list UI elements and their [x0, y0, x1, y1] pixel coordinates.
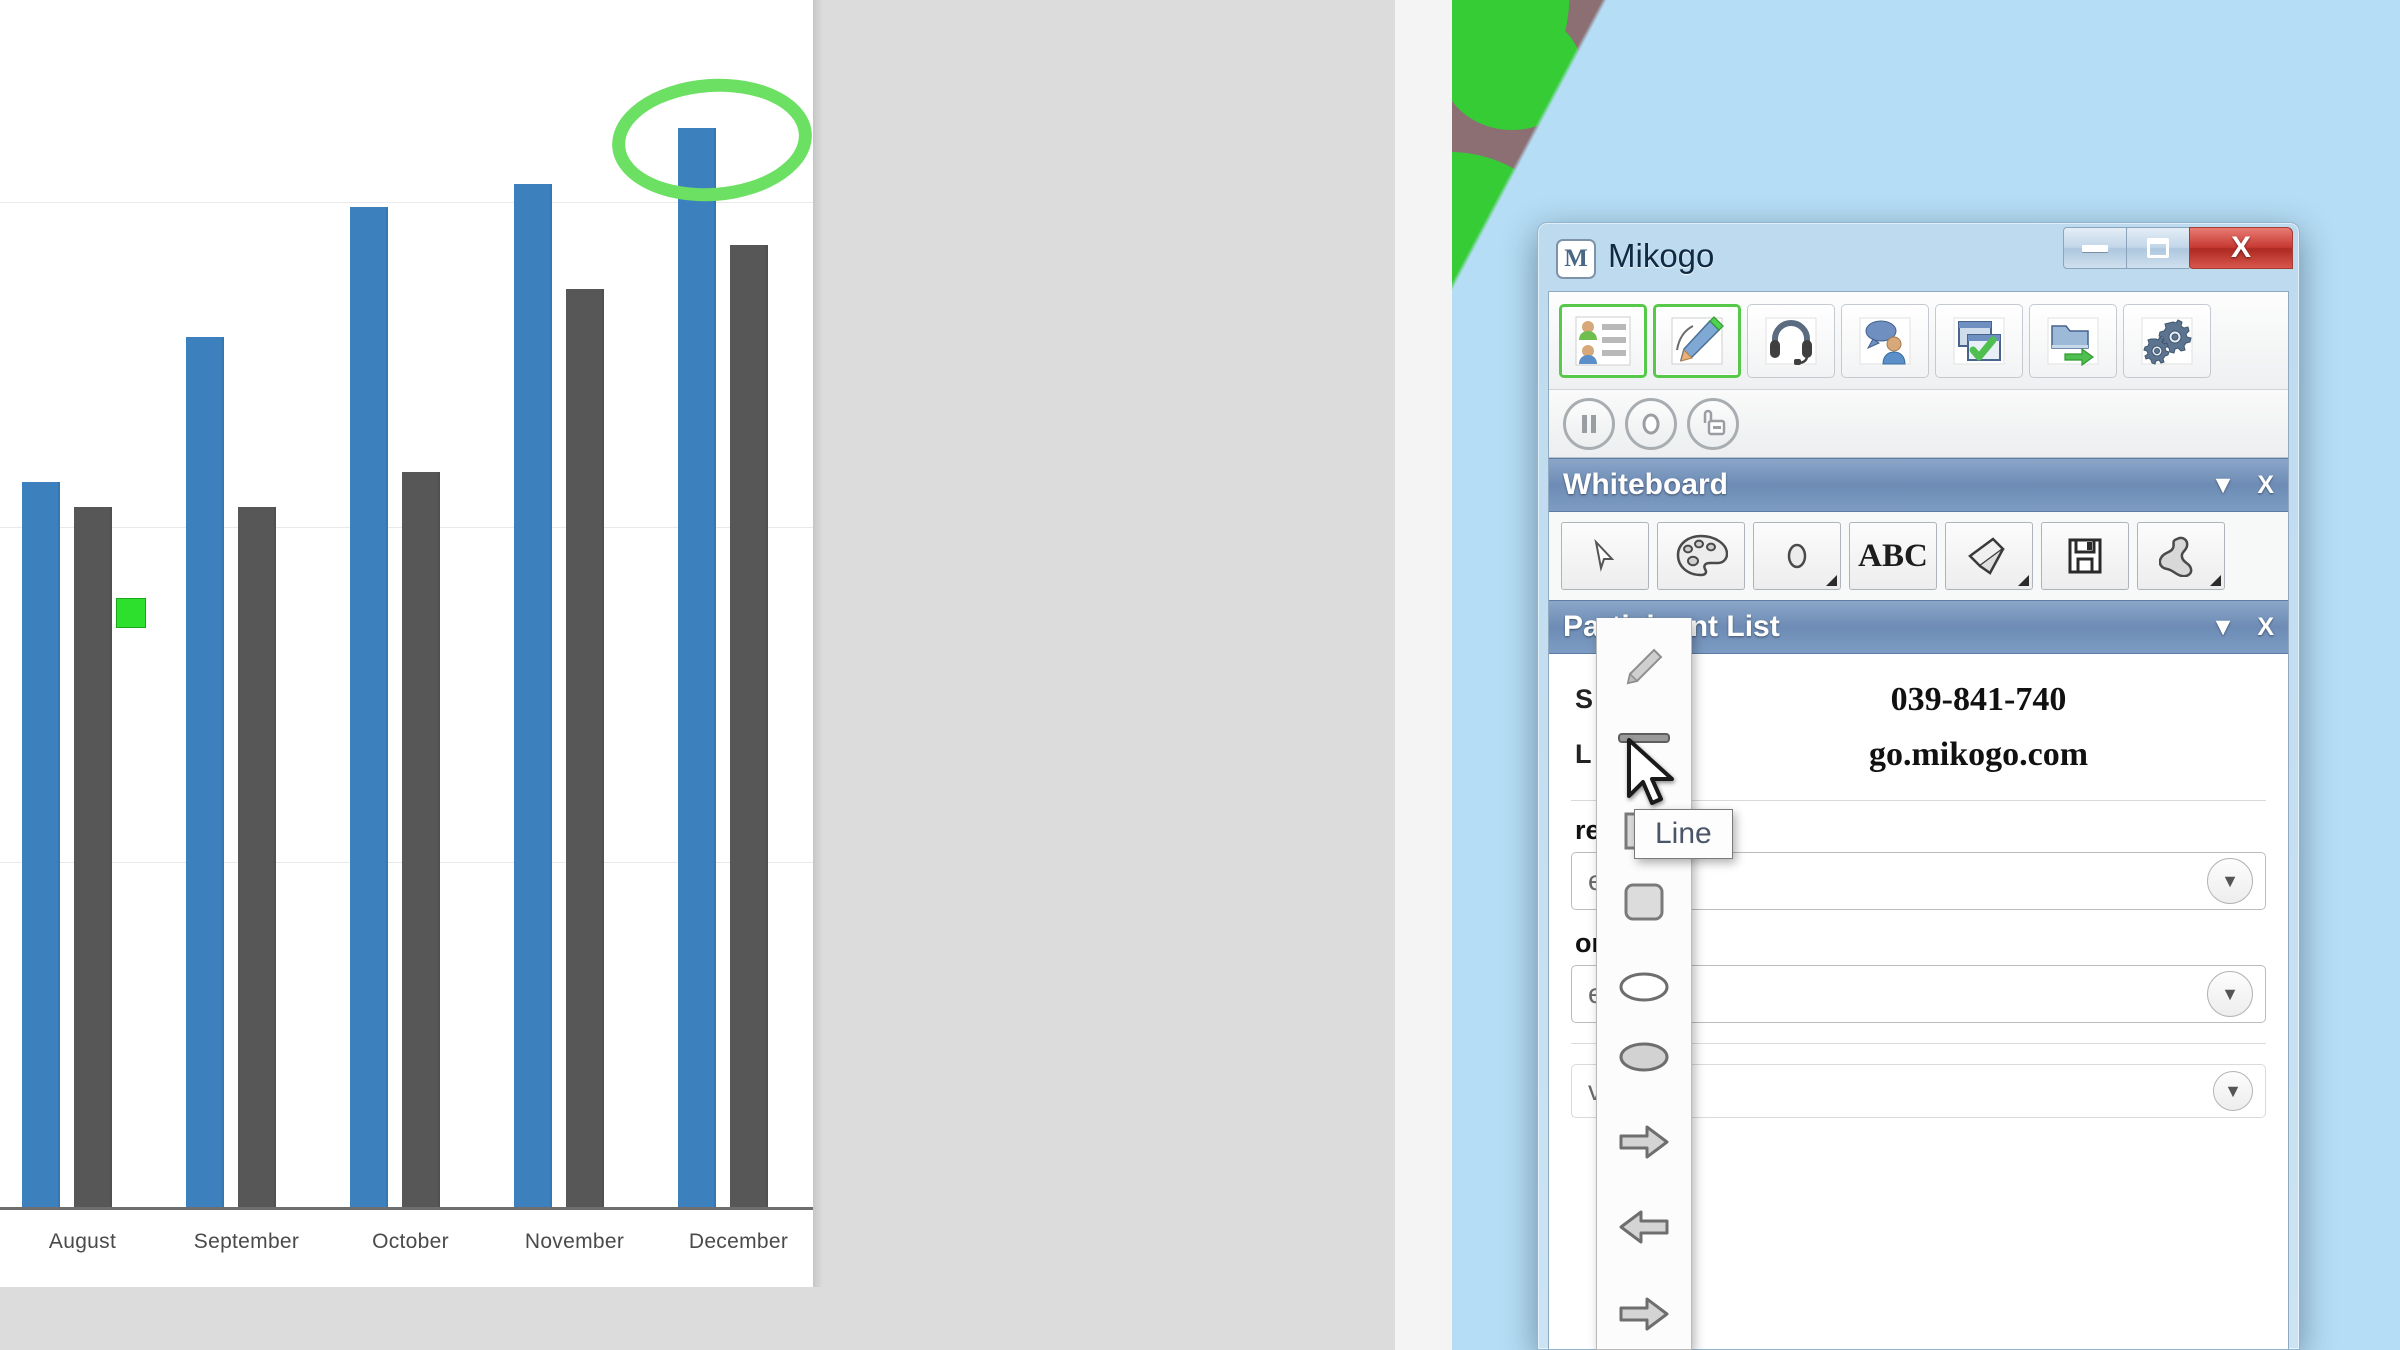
close-icon[interactable]: X: [2257, 470, 2274, 499]
close-button[interactable]: X: [2189, 227, 2293, 269]
bar-group: [514, 0, 634, 1207]
voice-conference-icon[interactable]: [1747, 303, 1835, 378]
maximize-icon: [2147, 238, 2169, 258]
dropdown-corner-icon[interactable]: [2210, 575, 2221, 586]
pause-icon[interactable]: [1563, 397, 1615, 450]
bar-group: [678, 0, 798, 1207]
session-info: S L 039-841-740 go.mikogo.com: [1549, 654, 2288, 788]
close-icon: X: [2230, 231, 2251, 264]
document-page: August September October November Decemb…: [0, 0, 817, 1287]
ellipse-outline-shape-icon[interactable]: [1598, 951, 1690, 1022]
chat-icon[interactable]: [1841, 303, 1929, 378]
chevron-down-icon[interactable]: ▼: [2210, 612, 2236, 641]
bar-blue: [350, 207, 388, 1207]
bar-gray: [402, 472, 440, 1207]
shared-screen-area: August September October November Decemb…: [0, 0, 1452, 1350]
highlight-tool-icon[interactable]: [2137, 522, 2225, 590]
pointer-tool-icon[interactable]: [1561, 522, 1649, 590]
mikogo-title-bar[interactable]: M Mikogo X: [1538, 223, 2299, 291]
bar-group: [22, 0, 142, 1207]
divider: [1571, 1043, 2266, 1044]
session-values: 039-841-740 go.mikogo.com: [1695, 672, 2262, 782]
dropdown-corner-icon[interactable]: [1826, 575, 1837, 586]
bar-chart: August September October November Decemb…: [0, 0, 817, 1253]
dropdown-corner-icon[interactable]: [2018, 575, 2029, 586]
session-id-value: 039-841-740: [1890, 681, 2067, 718]
arrow-right-shape-icon[interactable]: [1598, 1107, 1690, 1178]
close-icon[interactable]: X: [2257, 612, 2274, 641]
whiteboard-panel-title: Whiteboard: [1563, 468, 1728, 501]
shape-tool-icon[interactable]: [1753, 522, 1841, 590]
whiteboard-panel-header[interactable]: Whiteboard ▼ X: [1549, 458, 2288, 512]
maximize-button[interactable]: [2126, 227, 2190, 269]
chevron-down-icon[interactable]: ▼: [2210, 470, 2236, 499]
rounded-rect-shape-icon[interactable]: [1598, 866, 1690, 937]
ellipse-filled-shape-icon[interactable]: [1598, 1022, 1690, 1093]
divider: [1571, 800, 2266, 801]
file-transfer-icon[interactable]: [2029, 303, 2117, 378]
save-tool-icon[interactable]: [2041, 522, 2129, 590]
x-tick-label: August: [48, 1230, 117, 1253]
bar-blue: [22, 482, 60, 1207]
session-id-label: S: [1575, 684, 1594, 714]
mouse-cursor-icon: [1625, 737, 1687, 814]
participant-list-icon[interactable]: [1559, 303, 1647, 378]
arrow-left-shape-icon[interactable]: [1598, 1191, 1690, 1262]
pencil-shape-icon[interactable]: [1598, 632, 1690, 703]
active-color-chip[interactable]: [116, 598, 146, 628]
text-tool-icon[interactable]: ABC: [1849, 522, 1937, 590]
chevron-down-icon[interactable]: ▼: [2213, 1071, 2253, 1111]
window-controls: X: [2063, 227, 2293, 269]
line-tooltip: Line: [1634, 809, 1733, 859]
whiteboard-toolbar: ABC: [1549, 512, 2288, 600]
bar-gray: [238, 507, 276, 1207]
bar-blue: [678, 128, 716, 1207]
chevron-down-icon[interactable]: ▼: [2207, 971, 2253, 1017]
session-url-value: go.mikogo.com: [1868, 736, 2089, 773]
bar-group: [350, 0, 470, 1207]
chevron-down-icon[interactable]: ▼: [2207, 858, 2253, 904]
gridline: [0, 202, 813, 203]
arrow-right-2-shape-icon[interactable]: [1598, 1278, 1690, 1349]
minimize-button[interactable]: [2063, 227, 2127, 269]
bar-gray: [566, 289, 604, 1207]
x-axis-line: [0, 1207, 813, 1210]
bar-blue: [514, 184, 552, 1207]
chart-plot-area: [0, 0, 813, 1210]
settings-icon[interactable]: [2123, 303, 2211, 378]
mikogo-secondary-toolbar: [1549, 390, 2288, 458]
session-labels: S L: [1575, 672, 1695, 782]
x-tick-label: October: [372, 1230, 449, 1253]
window-title: Mikogo: [1608, 237, 1715, 274]
bar-gray: [730, 245, 768, 1207]
mikogo-main-toolbar: [1549, 292, 2288, 390]
x-tick-label: December: [688, 1230, 789, 1253]
bar-group: [186, 0, 306, 1207]
eraser-tool-icon[interactable]: [1945, 522, 2033, 590]
bar-blue: [186, 337, 224, 1207]
shape-dropdown-menu: [1596, 618, 1692, 1350]
session-url-label: L: [1575, 739, 1592, 769]
x-tick-label: September: [193, 1230, 300, 1253]
bar-gray: [74, 507, 112, 1207]
text-tool-label: ABC: [1858, 537, 1928, 574]
minimize-icon: [2082, 244, 2108, 252]
color-palette-icon[interactable]: [1657, 522, 1745, 590]
record-icon[interactable]: [1625, 397, 1677, 450]
page-shadow: [813, 0, 823, 1287]
x-tick-label: November: [524, 1230, 625, 1253]
whiteboard-icon[interactable]: [1653, 303, 1741, 378]
mikogo-logo-icon: M: [1556, 239, 1596, 279]
remote-control-hand-icon[interactable]: [1687, 397, 1739, 450]
application-selection-icon[interactable]: [1935, 303, 2023, 378]
screen-edge-strip: [1395, 0, 1452, 1350]
